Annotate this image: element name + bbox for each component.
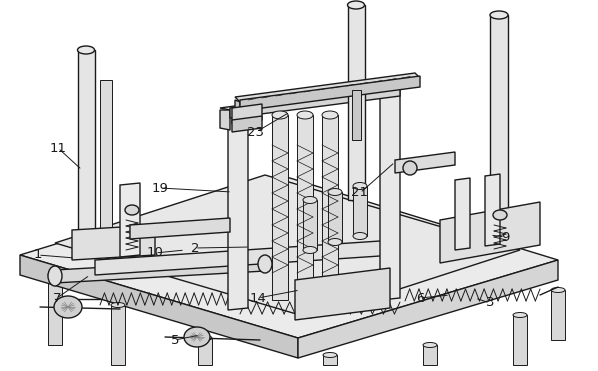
- Polygon shape: [298, 260, 558, 358]
- Polygon shape: [440, 202, 540, 263]
- Polygon shape: [240, 76, 420, 111]
- Polygon shape: [220, 85, 400, 110]
- Polygon shape: [551, 290, 565, 340]
- Ellipse shape: [48, 266, 62, 286]
- Polygon shape: [322, 115, 338, 300]
- Text: 5: 5: [171, 334, 179, 347]
- Ellipse shape: [198, 335, 212, 341]
- Ellipse shape: [184, 327, 210, 347]
- Ellipse shape: [328, 188, 342, 196]
- Ellipse shape: [258, 255, 272, 273]
- Ellipse shape: [323, 352, 337, 358]
- Ellipse shape: [111, 302, 125, 308]
- Polygon shape: [78, 50, 95, 240]
- Ellipse shape: [322, 111, 338, 119]
- Ellipse shape: [78, 46, 94, 54]
- Polygon shape: [55, 258, 265, 283]
- Polygon shape: [352, 90, 361, 140]
- Ellipse shape: [303, 246, 317, 253]
- Polygon shape: [20, 255, 298, 358]
- Polygon shape: [232, 104, 262, 124]
- Polygon shape: [423, 345, 437, 365]
- Ellipse shape: [513, 312, 527, 318]
- Text: 19: 19: [151, 181, 169, 194]
- Polygon shape: [198, 338, 212, 365]
- Text: 21: 21: [352, 187, 368, 200]
- Polygon shape: [490, 15, 508, 210]
- Polygon shape: [295, 268, 390, 320]
- Text: 7: 7: [53, 292, 61, 305]
- Polygon shape: [380, 86, 400, 300]
- Text: 1: 1: [33, 249, 42, 262]
- Polygon shape: [297, 115, 313, 300]
- Ellipse shape: [423, 342, 437, 348]
- Ellipse shape: [272, 111, 288, 119]
- Polygon shape: [395, 152, 455, 173]
- Ellipse shape: [347, 1, 365, 9]
- Text: 9: 9: [501, 230, 509, 243]
- Polygon shape: [48, 275, 62, 345]
- Text: 2: 2: [191, 242, 199, 255]
- Text: 6: 6: [416, 292, 424, 305]
- Polygon shape: [130, 218, 230, 239]
- Polygon shape: [513, 315, 527, 365]
- Polygon shape: [72, 225, 155, 260]
- Polygon shape: [235, 73, 420, 102]
- Ellipse shape: [353, 183, 367, 190]
- Polygon shape: [55, 175, 520, 318]
- Polygon shape: [20, 175, 558, 338]
- Ellipse shape: [303, 197, 317, 204]
- Text: 14: 14: [249, 292, 267, 305]
- Ellipse shape: [353, 233, 367, 240]
- Text: 11: 11: [50, 141, 66, 154]
- Polygon shape: [230, 86, 400, 118]
- Text: 3: 3: [486, 296, 495, 309]
- Polygon shape: [303, 200, 317, 250]
- Polygon shape: [485, 174, 500, 246]
- Ellipse shape: [551, 288, 565, 292]
- Polygon shape: [323, 355, 337, 365]
- Polygon shape: [120, 183, 140, 257]
- Polygon shape: [235, 100, 240, 113]
- Ellipse shape: [493, 210, 507, 220]
- Ellipse shape: [297, 111, 313, 119]
- Polygon shape: [220, 110, 230, 130]
- Ellipse shape: [403, 161, 417, 175]
- Polygon shape: [455, 178, 470, 250]
- Ellipse shape: [48, 273, 62, 278]
- Polygon shape: [95, 240, 395, 275]
- Polygon shape: [348, 5, 365, 200]
- Text: 23: 23: [248, 125, 264, 138]
- Polygon shape: [232, 116, 262, 132]
- Text: 10: 10: [147, 246, 163, 259]
- Ellipse shape: [328, 239, 342, 246]
- Polygon shape: [228, 108, 248, 310]
- Ellipse shape: [490, 11, 508, 19]
- Ellipse shape: [54, 296, 82, 318]
- Ellipse shape: [125, 205, 139, 215]
- Polygon shape: [353, 186, 367, 236]
- Polygon shape: [100, 80, 112, 245]
- Polygon shape: [272, 115, 288, 300]
- Polygon shape: [328, 192, 342, 242]
- Polygon shape: [111, 305, 125, 365]
